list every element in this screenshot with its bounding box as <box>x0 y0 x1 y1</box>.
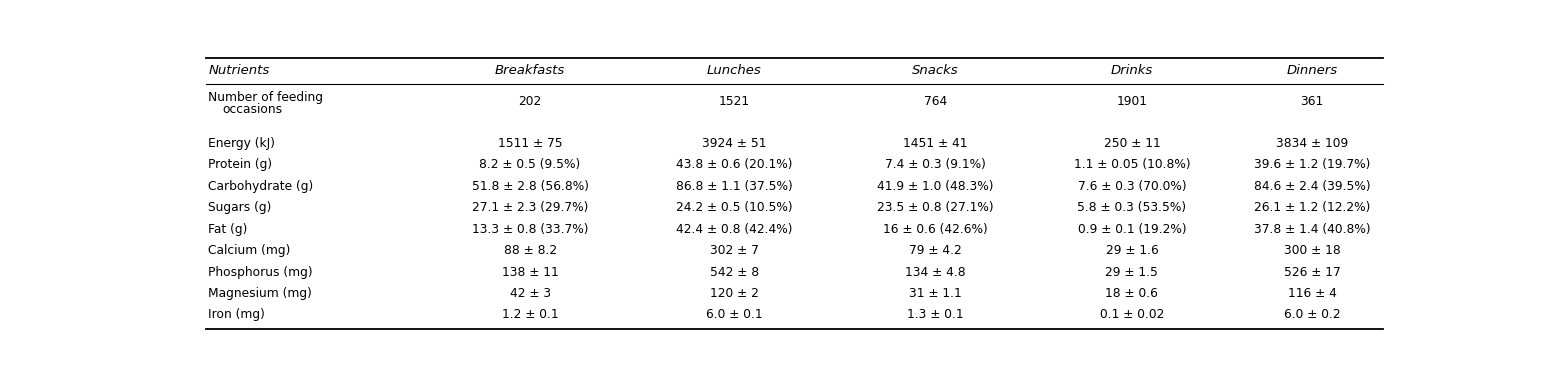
Text: 18 ± 0.6: 18 ± 0.6 <box>1105 287 1158 300</box>
Text: 29 ± 1.5: 29 ± 1.5 <box>1105 266 1158 279</box>
Text: Nutrients: Nutrients <box>208 64 270 78</box>
Text: 6.0 ± 0.1: 6.0 ± 0.1 <box>705 309 763 321</box>
Text: 16 ± 0.6 (42.6%): 16 ± 0.6 (42.6%) <box>883 223 987 236</box>
Text: 302 ± 7: 302 ± 7 <box>710 244 759 257</box>
Text: Magnesium (mg): Magnesium (mg) <box>208 287 312 300</box>
Text: 41.9 ± 1.0 (48.3%): 41.9 ± 1.0 (48.3%) <box>877 180 994 193</box>
Text: Sugars (g): Sugars (g) <box>208 201 271 214</box>
Text: 86.8 ± 1.1 (37.5%): 86.8 ± 1.1 (37.5%) <box>676 180 792 193</box>
Text: 27.1 ± 2.3 (29.7%): 27.1 ± 2.3 (29.7%) <box>471 201 589 214</box>
Text: 42 ± 3: 42 ± 3 <box>510 287 550 300</box>
Text: 79 ± 4.2: 79 ± 4.2 <box>910 244 963 257</box>
Text: 24.2 ± 0.5 (10.5%): 24.2 ± 0.5 (10.5%) <box>676 201 792 214</box>
Text: Phosphorus (mg): Phosphorus (mg) <box>208 266 313 279</box>
Text: 1.1 ± 0.05 (10.8%): 1.1 ± 0.05 (10.8%) <box>1074 158 1190 171</box>
Text: 202: 202 <box>518 95 542 108</box>
Text: 3834 ± 109: 3834 ± 109 <box>1276 137 1348 150</box>
Text: 1451 ± 41: 1451 ± 41 <box>904 137 967 150</box>
Text: 7.6 ± 0.3 (70.0%): 7.6 ± 0.3 (70.0%) <box>1077 180 1186 193</box>
Text: 542 ± 8: 542 ± 8 <box>710 266 759 279</box>
Text: 1901: 1901 <box>1116 95 1147 108</box>
Text: 29 ± 1.6: 29 ± 1.6 <box>1105 244 1158 257</box>
Text: occasions: occasions <box>223 103 282 116</box>
Text: 7.4 ± 0.3 (9.1%): 7.4 ± 0.3 (9.1%) <box>885 158 986 171</box>
Text: 39.6 ± 1.2 (19.7%): 39.6 ± 1.2 (19.7%) <box>1254 158 1370 171</box>
Text: Lunches: Lunches <box>707 64 761 78</box>
Text: 37.8 ± 1.4 (40.8%): 37.8 ± 1.4 (40.8%) <box>1254 223 1370 236</box>
Text: 23.5 ± 0.8 (27.1%): 23.5 ± 0.8 (27.1%) <box>877 201 994 214</box>
Text: 764: 764 <box>924 95 947 108</box>
Text: 8.2 ± 0.5 (9.5%): 8.2 ± 0.5 (9.5%) <box>479 158 581 171</box>
Text: 13.3 ± 0.8 (33.7%): 13.3 ± 0.8 (33.7%) <box>471 223 589 236</box>
Text: 88 ± 8.2: 88 ± 8.2 <box>504 244 556 257</box>
Text: 361: 361 <box>1300 95 1324 108</box>
Text: 1521: 1521 <box>719 95 750 108</box>
Text: 31 ± 1.1: 31 ± 1.1 <box>910 287 963 300</box>
Text: 250 ± 11: 250 ± 11 <box>1104 137 1161 150</box>
Text: Dinners: Dinners <box>1286 64 1338 78</box>
Text: Fat (g): Fat (g) <box>208 223 248 236</box>
Text: 116 ± 4: 116 ± 4 <box>1288 287 1336 300</box>
Text: Drinks: Drinks <box>1111 64 1153 78</box>
Text: Snacks: Snacks <box>913 64 959 78</box>
Text: Breakfasts: Breakfasts <box>494 64 566 78</box>
Text: 300 ± 18: 300 ± 18 <box>1283 244 1341 257</box>
Text: 51.8 ± 2.8 (56.8%): 51.8 ± 2.8 (56.8%) <box>471 180 589 193</box>
Text: 5.8 ± 0.3 (53.5%): 5.8 ± 0.3 (53.5%) <box>1077 201 1186 214</box>
Text: Energy (kJ): Energy (kJ) <box>208 137 276 150</box>
Text: 0.1 ± 0.02: 0.1 ± 0.02 <box>1100 309 1164 321</box>
Text: 0.9 ± 0.1 (19.2%): 0.9 ± 0.1 (19.2%) <box>1077 223 1186 236</box>
Text: 134 ± 4.8: 134 ± 4.8 <box>905 266 966 279</box>
Text: 26.1 ± 1.2 (12.2%): 26.1 ± 1.2 (12.2%) <box>1254 201 1370 214</box>
Text: 1.3 ± 0.1: 1.3 ± 0.1 <box>907 309 964 321</box>
Text: 42.4 ± 0.8 (42.4%): 42.4 ± 0.8 (42.4%) <box>676 223 792 236</box>
Text: 1.2 ± 0.1: 1.2 ± 0.1 <box>502 309 558 321</box>
Text: 138 ± 11: 138 ± 11 <box>502 266 558 279</box>
Text: Iron (mg): Iron (mg) <box>208 309 265 321</box>
Text: 43.8 ± 0.6 (20.1%): 43.8 ± 0.6 (20.1%) <box>676 158 792 171</box>
Text: 120 ± 2: 120 ± 2 <box>710 287 759 300</box>
Text: 84.6 ± 2.4 (39.5%): 84.6 ± 2.4 (39.5%) <box>1254 180 1370 193</box>
Text: Protein (g): Protein (g) <box>208 158 273 171</box>
Text: 526 ± 17: 526 ± 17 <box>1283 266 1341 279</box>
Text: 1511 ± 75: 1511 ± 75 <box>498 137 563 150</box>
Text: 6.0 ± 0.2: 6.0 ± 0.2 <box>1283 309 1341 321</box>
Text: Number of feeding: Number of feeding <box>208 92 322 104</box>
Text: 3924 ± 51: 3924 ± 51 <box>702 137 767 150</box>
Text: Calcium (mg): Calcium (mg) <box>208 244 290 257</box>
Text: Carbohydrate (g): Carbohydrate (g) <box>208 180 313 193</box>
